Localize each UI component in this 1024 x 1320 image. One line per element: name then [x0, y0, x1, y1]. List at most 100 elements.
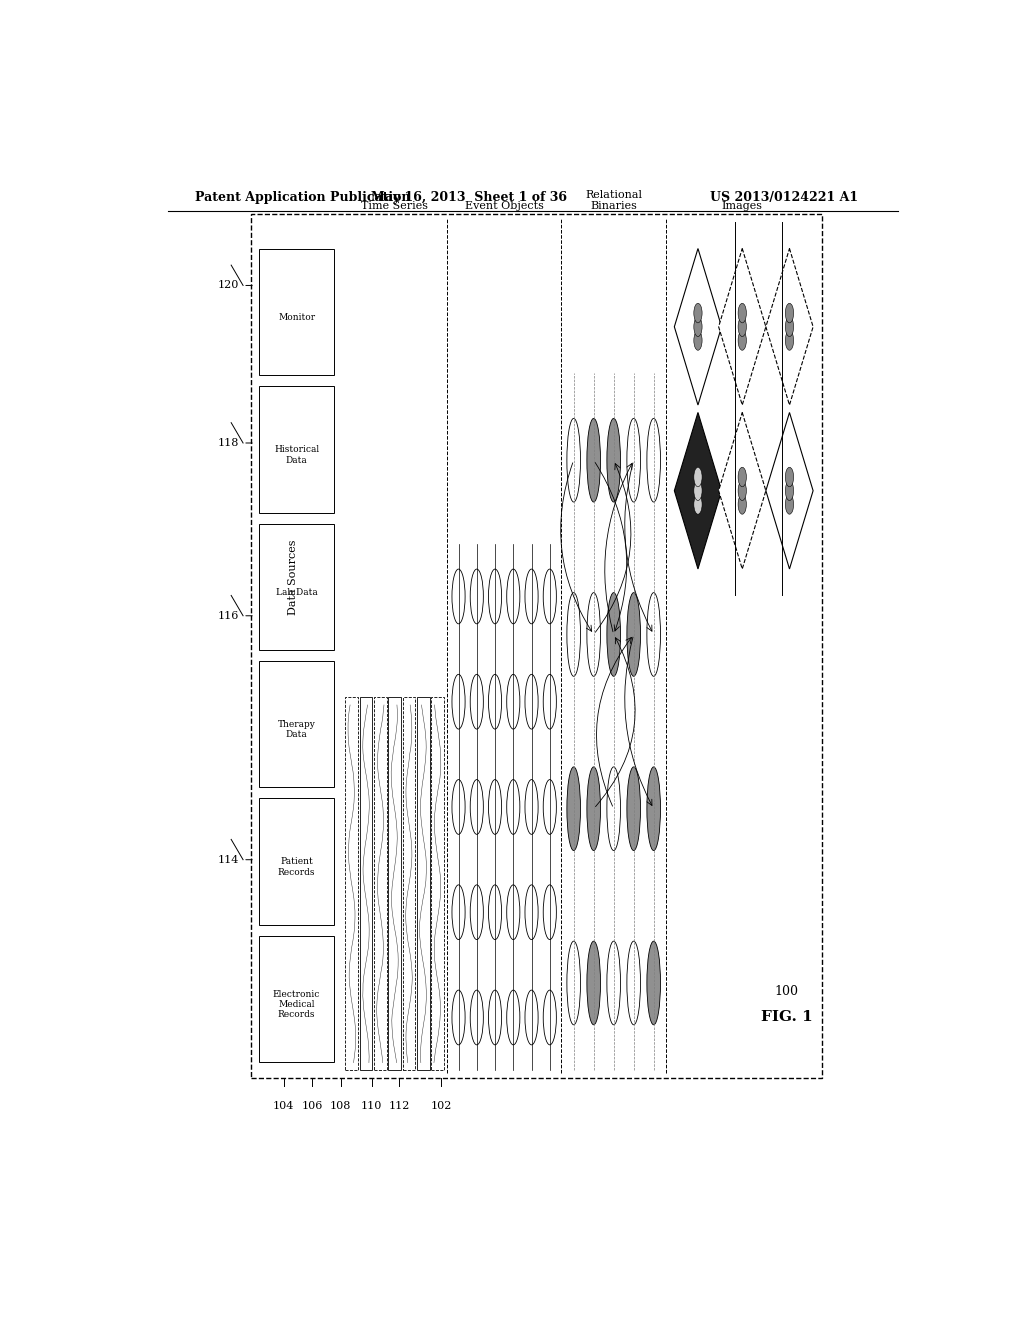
Text: Patient
Records: Patient Records: [278, 858, 315, 876]
Ellipse shape: [525, 884, 539, 940]
Ellipse shape: [694, 304, 702, 323]
Bar: [345, 697, 358, 1071]
Ellipse shape: [470, 675, 483, 729]
Ellipse shape: [738, 495, 746, 515]
Text: Therapy
Data: Therapy Data: [278, 719, 315, 739]
Ellipse shape: [738, 331, 746, 350]
Ellipse shape: [607, 593, 621, 676]
Text: 108: 108: [330, 1101, 351, 1110]
Ellipse shape: [785, 467, 794, 487]
Text: Time Series: Time Series: [361, 201, 428, 211]
Text: 100: 100: [775, 985, 799, 998]
Ellipse shape: [507, 675, 520, 729]
Ellipse shape: [694, 480, 702, 500]
Text: Lab Data: Lab Data: [275, 587, 317, 597]
Bar: [374, 697, 387, 1071]
Bar: [259, 249, 334, 375]
Ellipse shape: [452, 884, 465, 940]
Text: May 16, 2013  Sheet 1 of 36: May 16, 2013 Sheet 1 of 36: [372, 190, 567, 203]
Ellipse shape: [785, 304, 794, 323]
Text: 102: 102: [431, 1101, 453, 1110]
Ellipse shape: [738, 304, 746, 323]
Bar: [431, 697, 443, 1071]
Polygon shape: [675, 248, 722, 405]
Ellipse shape: [647, 418, 660, 502]
Polygon shape: [766, 412, 813, 569]
Ellipse shape: [470, 569, 483, 624]
Bar: [259, 936, 334, 1063]
Ellipse shape: [470, 884, 483, 940]
Ellipse shape: [470, 780, 483, 834]
Ellipse shape: [525, 675, 539, 729]
Text: Electronic
Medical
Records: Electronic Medical Records: [273, 990, 321, 1019]
Ellipse shape: [507, 990, 520, 1045]
Text: Patent Application Publication: Patent Application Publication: [196, 190, 411, 203]
Ellipse shape: [525, 990, 539, 1045]
Ellipse shape: [507, 780, 520, 834]
Text: 120: 120: [218, 280, 239, 290]
Ellipse shape: [488, 780, 502, 834]
Ellipse shape: [785, 480, 794, 500]
Ellipse shape: [543, 990, 556, 1045]
Ellipse shape: [785, 495, 794, 515]
Ellipse shape: [647, 593, 660, 676]
Ellipse shape: [567, 767, 581, 850]
Ellipse shape: [627, 418, 640, 502]
Ellipse shape: [738, 467, 746, 487]
Ellipse shape: [452, 569, 465, 624]
Ellipse shape: [627, 941, 640, 1024]
Polygon shape: [766, 248, 813, 405]
Text: 118: 118: [218, 438, 239, 447]
Bar: [259, 387, 334, 512]
Polygon shape: [719, 248, 766, 405]
Ellipse shape: [507, 884, 520, 940]
Ellipse shape: [587, 418, 600, 502]
Ellipse shape: [587, 593, 600, 676]
Ellipse shape: [785, 331, 794, 350]
Text: 112: 112: [389, 1101, 410, 1110]
Bar: [259, 661, 334, 788]
Text: Event Objects: Event Objects: [465, 201, 544, 211]
Ellipse shape: [567, 593, 581, 676]
Bar: [388, 697, 401, 1071]
Ellipse shape: [488, 990, 502, 1045]
Text: 104: 104: [272, 1101, 294, 1110]
Text: FIG. 1: FIG. 1: [761, 1010, 813, 1024]
Ellipse shape: [525, 780, 539, 834]
Ellipse shape: [607, 941, 621, 1024]
Ellipse shape: [543, 569, 556, 624]
Ellipse shape: [785, 317, 794, 337]
Bar: [402, 697, 416, 1071]
Ellipse shape: [567, 418, 581, 502]
Ellipse shape: [647, 941, 660, 1024]
Ellipse shape: [738, 480, 746, 500]
Text: Monitor: Monitor: [279, 313, 315, 322]
Ellipse shape: [488, 569, 502, 624]
Ellipse shape: [452, 780, 465, 834]
Text: 114: 114: [218, 855, 239, 865]
Bar: [417, 697, 430, 1071]
Polygon shape: [719, 412, 766, 569]
Ellipse shape: [507, 569, 520, 624]
Text: US 2013/0124221 A1: US 2013/0124221 A1: [710, 190, 858, 203]
Text: Relational
Binaries: Relational Binaries: [585, 190, 642, 211]
Ellipse shape: [543, 884, 556, 940]
Ellipse shape: [587, 767, 600, 850]
Ellipse shape: [694, 317, 702, 337]
Text: 106: 106: [301, 1101, 323, 1110]
Bar: [259, 524, 334, 649]
Text: Historical
Data: Historical Data: [274, 445, 319, 465]
Ellipse shape: [452, 990, 465, 1045]
Ellipse shape: [567, 941, 581, 1024]
Ellipse shape: [627, 767, 640, 850]
Text: 110: 110: [360, 1101, 382, 1110]
Polygon shape: [675, 412, 722, 569]
Ellipse shape: [452, 675, 465, 729]
Ellipse shape: [738, 317, 746, 337]
Text: Images: Images: [722, 201, 763, 211]
Ellipse shape: [694, 467, 702, 487]
Ellipse shape: [488, 884, 502, 940]
Ellipse shape: [647, 767, 660, 850]
Ellipse shape: [587, 941, 600, 1024]
Ellipse shape: [543, 780, 556, 834]
